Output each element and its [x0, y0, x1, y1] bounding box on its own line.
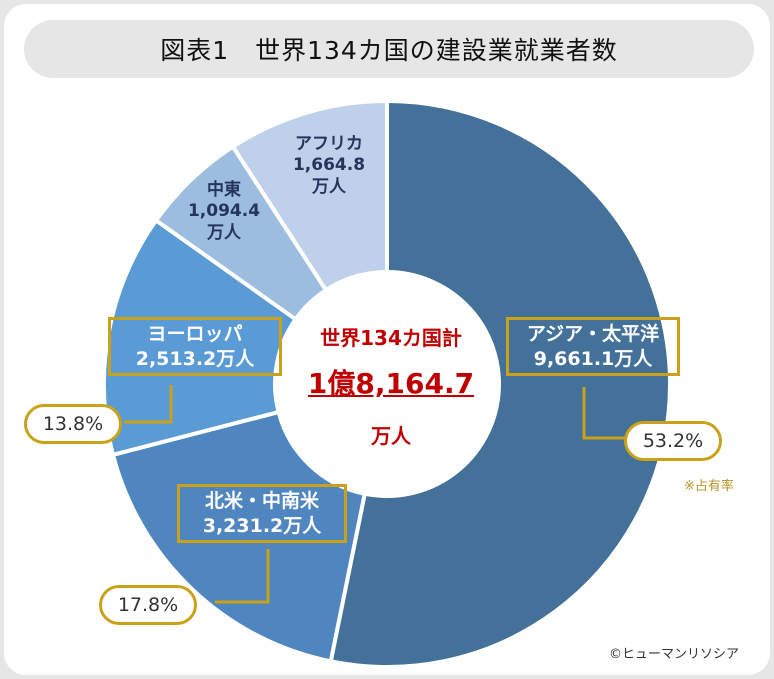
label-me-value: 1,094.4	[187, 201, 261, 222]
chart-card: 図表1 世界134カ国の建設業就業者数 アフリカ 1,664.8 万人 中東 1…	[4, 4, 770, 675]
center-unit: 万人	[371, 424, 411, 448]
slice-americas	[110, 409, 368, 664]
label-me-name: 中東	[207, 180, 241, 200]
label-africa: アフリカ 1,664.8 万人	[284, 134, 374, 198]
share-note: ※占有率	[684, 479, 734, 494]
slice-africa	[230, 98, 389, 293]
leader-line	[124, 385, 173, 424]
label-europe-name: ヨーロッパ	[147, 323, 243, 345]
slice-asia-pacific	[328, 98, 672, 669]
percent-asia-pacific: 53.2%	[624, 421, 722, 461]
percent-europe: 13.8%	[24, 404, 122, 444]
label-africa-value: 1,664.8	[292, 155, 366, 176]
leader-line	[582, 387, 626, 440]
percent-americas: 17.8%	[99, 585, 197, 625]
label-asia-value: 9,661.1万人	[533, 347, 653, 370]
label-americas: 北米・中南米 3,231.2万人	[177, 484, 347, 544]
label-africa-unit: 万人	[312, 176, 346, 197]
center-total: 1億8,164.7	[307, 367, 475, 400]
credit: ©ヒューマンリソシア	[609, 647, 740, 662]
label-americas-name: 北米・中南米	[204, 490, 319, 512]
label-me-unit: 万人	[207, 222, 241, 243]
label-americas-value: 3,231.2万人	[202, 514, 322, 537]
label-middle-east: 中東 1,094.4 万人	[179, 180, 269, 244]
chart-title: 図表1 世界134カ国の建設業就業者数	[24, 20, 754, 78]
label-africa-name: アフリカ	[295, 134, 363, 154]
label-europe-value: 2,513.2万人	[135, 347, 255, 370]
label-asia-pacific: アジア・太平洋 9,661.1万人	[506, 317, 680, 377]
slice-europe	[102, 217, 299, 458]
donut-chart	[102, 98, 672, 669]
leader-line	[215, 549, 270, 604]
center-title: 世界134カ国計	[320, 326, 462, 350]
label-europe: ヨーロッパ 2,513.2万人	[108, 317, 282, 377]
label-asia-name: アジア・太平洋	[526, 323, 660, 345]
